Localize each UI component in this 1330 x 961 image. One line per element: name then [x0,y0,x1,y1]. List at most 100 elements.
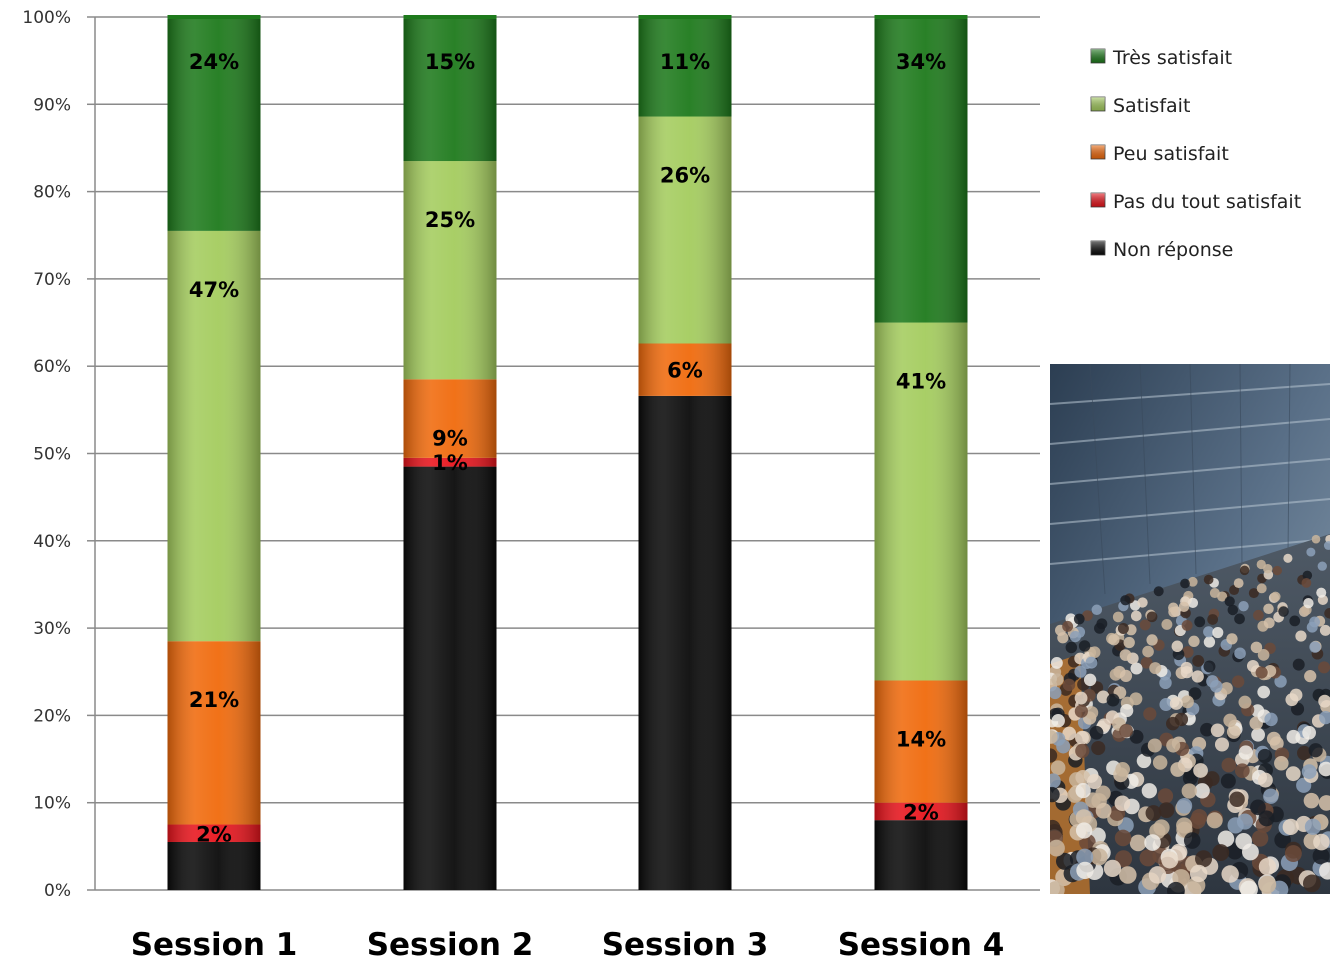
crowd-dot [1180,666,1193,679]
crowd-dot [1289,615,1301,627]
y-tick-label: 100% [22,8,71,28]
crowd-dot [1274,755,1289,771]
crowd-dot [1193,763,1208,778]
crowd-dot [1159,676,1172,690]
crowd-dot [1096,690,1110,704]
x-category-label: Session 3 [602,927,769,961]
crowd-dot [1166,738,1181,753]
crowd-dot [1146,634,1158,646]
crowd-dot [1274,831,1291,849]
crowd-dot [1050,686,1062,700]
bars [167,15,968,890]
crowd-dot [1191,670,1204,683]
crowd-dot [1050,730,1058,744]
crowd-dot [1153,819,1170,836]
crowd-dot [1109,668,1122,681]
crowd-dot [1189,812,1206,829]
crowd-dot [1318,795,1330,811]
y-tick-label: 70% [33,270,71,290]
crowd-dot [1152,755,1168,770]
crowd-dot [1303,792,1320,809]
crowd-dot [1074,704,1088,718]
crowd-dot [1050,773,1061,789]
crowd-dot [1313,833,1330,851]
crowd-dot [1085,706,1099,720]
crowd-dot [1159,698,1173,712]
crowd-dot [1065,641,1078,654]
crowd-dot [1137,597,1148,608]
crowd-dot [1166,716,1180,731]
crowd-dot [1075,783,1091,799]
crowd-dot [1180,578,1190,589]
data-label: 9% [432,426,468,450]
crowd-dot [1200,722,1214,737]
crowd-dot [1187,597,1199,608]
crowd-dot [1103,859,1122,878]
bar-segment-shading [167,841,261,890]
crowd-dot [1263,788,1279,804]
legend-label: Satisfait [1113,95,1190,117]
crowd-dot [1095,802,1112,819]
bar-segment-shading [638,395,732,890]
crowd-dot [1096,618,1108,630]
bar-top-cap [167,15,261,19]
crowd-dot [1204,771,1220,787]
crowd-dot [1206,812,1223,829]
crowd-dot [1203,636,1216,648]
crowd-dot [1289,688,1303,702]
crowd-dot [1178,601,1190,613]
bar-top-cap [638,15,732,19]
crowd-dot [1226,633,1238,645]
crowd-dot [1074,665,1087,678]
crowd-dot [1304,670,1317,683]
bar-segment-shading [167,230,261,642]
crowd-dot [1076,848,1094,866]
bar-segment-shading [874,17,968,323]
crowd-dot [1306,547,1316,557]
crowd-dot [1106,693,1120,707]
data-label: 6% [667,359,703,383]
data-label: 41% [896,370,946,394]
crowd-dot [1078,640,1091,652]
crowd-dot [1050,657,1063,669]
legend-swatch-shading [1091,193,1105,207]
crowd-dot [1304,818,1322,835]
crowd-dot [1130,610,1142,622]
crowd-dot [1062,620,1074,632]
crowd-dot [1312,847,1330,865]
crowd-dot [1050,839,1065,857]
crowd-dot [1248,588,1259,599]
crowd-dot [1263,603,1274,615]
crowd-dot [1250,799,1266,816]
bar-segment-shading [638,17,732,117]
crowd-dot [1233,578,1244,589]
crowd-dot [1319,624,1330,636]
crowd-dot [1258,875,1277,894]
data-label: 1% [432,451,468,475]
x-category-label: Session 4 [838,927,1005,961]
crowd-dot [1114,829,1132,847]
crowd-dot [1112,611,1124,623]
data-label: 47% [189,278,239,302]
crowd-dot [1217,830,1235,848]
crowd-dot [1181,783,1197,799]
crowd-dot [1257,748,1273,764]
crowd-dot [1062,726,1077,741]
crowd-dot [1223,713,1237,728]
crowd-dot [1270,591,1281,602]
crowd-dot [1203,660,1216,673]
crowd-dot [1212,626,1224,639]
crowd-dot [1282,818,1299,835]
crowd-dot [1210,723,1225,738]
crowd-dot [1292,658,1305,671]
crowd-dot [1203,626,1215,638]
crowd-dot [1227,604,1239,616]
bar-segment-shading [403,17,497,162]
y-tick-label: 40% [33,532,71,552]
crowd-dot [1161,619,1173,630]
crowd-dot [1074,691,1088,705]
crowd-dot [1258,810,1275,827]
bar-segment-shading [403,466,497,890]
crowd-dot [1143,707,1157,721]
crowd-dot [1240,880,1258,894]
